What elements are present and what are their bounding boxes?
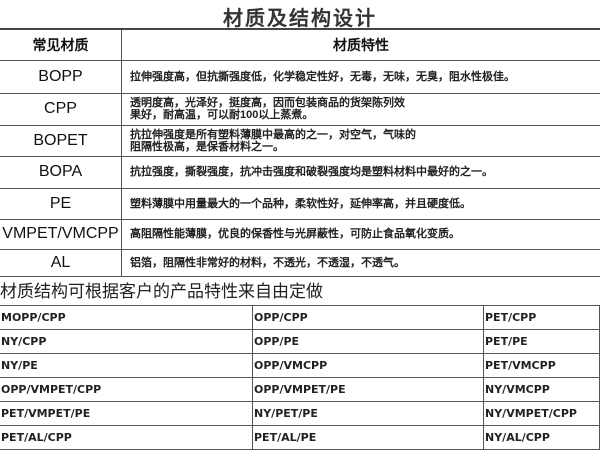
structure-cell: OPP/VMCPP	[252, 353, 484, 378]
structure-row: MOPP/CPP OPP/CPP PET/CPP	[0, 305, 600, 330]
table-row: VMPET/VMCPP 高阻隔性能薄膜，优良的保香性与光屏蔽性，可防止食品氧化变质…	[0, 219, 600, 250]
structure-cell: PET/AL/PE	[252, 425, 484, 450]
table-row: BOPA 抗拉强度，撕裂强度，抗冲击强度和破裂强度均是塑料材料中最好的之一。	[0, 156, 600, 189]
material-desc: 抗拉伸强度是所有塑料薄膜中最高的之一，对空气，气味的阻隔性极高，是保香材料之一。	[121, 125, 600, 157]
table-row: CPP 透明度高，光泽好，挺度高，因而包装商品的货架陈列效果好，耐高温，可以耐10…	[0, 93, 600, 126]
material-desc: 抗拉强度，撕裂强度，抗冲击强度和破裂强度均是塑料材料中最好的之一。	[121, 156, 600, 189]
structure-cell: PET/CPP	[483, 305, 600, 330]
material-name: CPP	[0, 93, 122, 126]
structure-cell: OPP/CPP	[252, 305, 484, 330]
structure-cell: NY/VMCPP	[483, 377, 600, 402]
table-row: PE 塑料薄膜中用量最大的一个品种，柔软性好，延伸率高，并且硬度低。	[0, 188, 600, 220]
structure-row: PET/AL/CPP PET/AL/PE NY/AL/CPP	[0, 425, 600, 450]
structure-cell: NY/CPP	[0, 329, 253, 354]
structure-cell: NY/VMPET/CPP	[483, 401, 600, 426]
structure-row: NY/CPP OPP/PE PET/PE	[0, 329, 600, 354]
material-name: PE	[0, 188, 122, 220]
structure-cell: OPP/VMPET/CPP	[0, 377, 253, 402]
header-material: 常见材质	[0, 29, 122, 61]
table-header: 常见材质 材质特性	[0, 29, 600, 61]
material-desc: 铝箔，阻隔性非常好的材料，不透光，不透湿，不透气。	[121, 249, 600, 277]
structure-row: NY/PE OPP/VMCPP PET/VMCPP	[0, 353, 600, 378]
structure-row: OPP/VMPET/CPP OPP/VMPET/PE NY/VMCPP	[0, 377, 600, 402]
structure-table: MOPP/CPP OPP/CPP PET/CPP NY/CPP OPP/PE PET/PE…	[0, 305, 600, 450]
material-desc: 透明度高，光泽好，挺度高，因而包装商品的货架陈列效果好，耐高温，可以耐100以上…	[121, 93, 600, 126]
table-row: BOPP 拉伸强度高，但抗撕强度低，化学稳定性好，无毒，无味，无臭，阻水性极佳。	[0, 60, 600, 94]
page-title: 材质及结构设计	[223, 8, 377, 30]
material-name: AL	[0, 249, 122, 277]
material-desc: 拉伸强度高，但抗撕强度低，化学稳定性好，无毒，无味，无臭，阻水性极佳。	[121, 60, 600, 94]
structure-cell: NY/PET/PE	[252, 401, 484, 426]
header-property: 材质特性	[121, 29, 600, 61]
material-table: 常见材质 材质特性 BOPP 拉伸强度高，但抗撕强度低，化学稳定性好，无毒，无味，…	[0, 28, 600, 277]
material-desc: 塑料薄膜中用量最大的一个品种，柔软性好，延伸率高，并且硬度低。	[121, 188, 600, 220]
structure-row: PET/VMPET/PE NY/PET/PE NY/VMPET/CPP	[0, 401, 600, 426]
structure-cell: PET/AL/CPP	[0, 425, 253, 450]
material-desc: 高阻隔性能薄膜，优良的保香性与光屏蔽性，可防止食品氧化变质。	[121, 219, 600, 250]
structure-cell: NY/PE	[0, 353, 253, 378]
material-name: BOPA	[0, 156, 122, 189]
structure-cell: PET/VMCPP	[483, 353, 600, 378]
table-row: BOPET 抗拉伸强度是所有塑料薄膜中最高的之一，对空气，气味的阻隔性极高，是保香…	[0, 125, 600, 157]
table-row: AL 铝箔，阻隔性非常好的材料，不透光，不透湿，不透气。	[0, 249, 600, 277]
structure-cell: PET/PE	[483, 329, 600, 354]
subtitle: 材质结构可根据客户的产品特性来自由定做	[0, 282, 323, 301]
material-name: BOPP	[0, 60, 122, 94]
structure-cell: NY/AL/CPP	[483, 425, 600, 450]
material-name: BOPET	[0, 125, 122, 157]
structure-cell: OPP/PE	[252, 329, 484, 354]
structure-cell: OPP/VMPET/PE	[252, 377, 484, 402]
structure-cell: MOPP/CPP	[0, 305, 253, 330]
structure-cell: PET/VMPET/PE	[0, 401, 253, 426]
material-name: VMPET/VMCPP	[0, 219, 122, 250]
